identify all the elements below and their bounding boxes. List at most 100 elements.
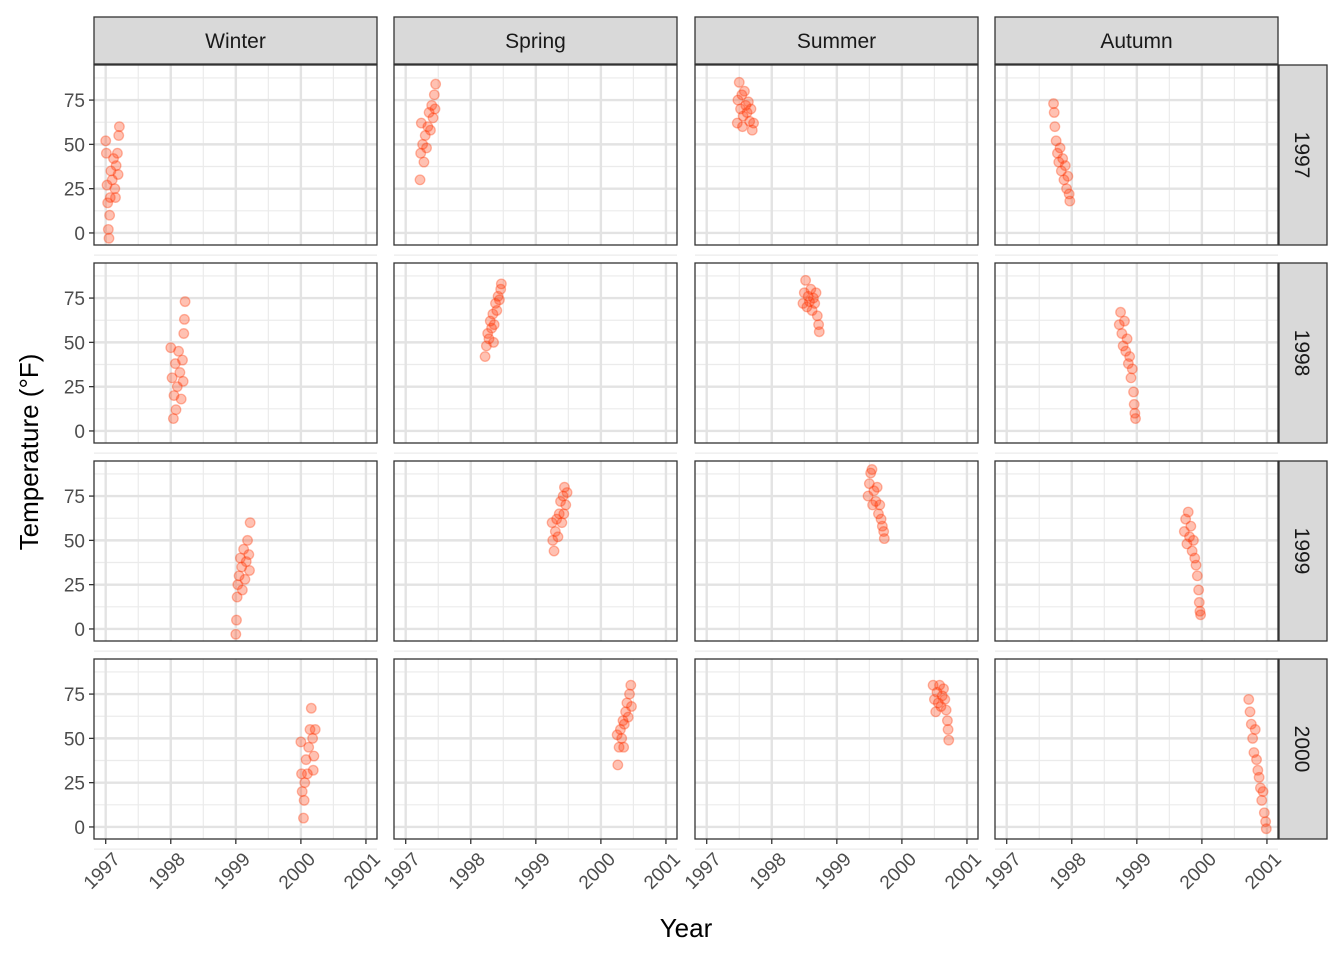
facet-panel-summer-2000: 1997 1998 1999 2000 2001: [681, 658, 986, 894]
data-point: [113, 121, 125, 133]
y-tick-label: 75: [64, 487, 85, 508]
data-point: [939, 693, 951, 705]
data-point: [611, 729, 623, 741]
data-point: [1128, 398, 1140, 410]
panel-border: [694, 460, 979, 642]
data-point: [300, 754, 312, 766]
data-point: [1058, 174, 1070, 186]
x-tick-label: 2001: [941, 849, 986, 894]
data-point: [622, 711, 634, 723]
data-point: [624, 688, 635, 700]
facet-panel-spring-1999: [393, 460, 678, 652]
data-point: [169, 358, 181, 370]
data-point: [863, 478, 875, 490]
data-point: [1252, 764, 1264, 776]
data-point: [744, 115, 756, 127]
data-point: [935, 701, 947, 712]
data-point: [170, 404, 182, 416]
data-point: [1193, 596, 1205, 608]
x-tick-label: 2000: [575, 849, 620, 894]
facet-strip-spring: [393, 16, 678, 65]
data-point: [1260, 823, 1272, 835]
data-point: [233, 570, 245, 582]
data-point: [301, 768, 313, 780]
data-point: [932, 697, 944, 709]
data-point: [168, 390, 180, 401]
data-point: [296, 786, 308, 797]
facet-strip-label: Spring: [505, 30, 566, 53]
data-point: [1054, 142, 1066, 154]
x-tick-label: 1997: [80, 849, 125, 894]
data-point: [866, 464, 878, 475]
data-point: [617, 715, 629, 727]
data-point: [430, 78, 442, 90]
data-point: [801, 301, 813, 313]
data-point: [1184, 531, 1195, 543]
facet-panel-spring-2000: 1997 1998 1999 2000 2001: [380, 658, 685, 894]
data-point: [810, 287, 822, 299]
x-tick-label: 1998: [145, 849, 190, 894]
data-point: [865, 467, 877, 479]
facet-strip-label: 1998: [1290, 330, 1313, 377]
data-point: [738, 85, 750, 97]
data-point: [1182, 506, 1194, 518]
data-point: [547, 534, 559, 546]
data-point: [1129, 407, 1141, 419]
data-point: [1187, 534, 1199, 546]
data-point: [178, 328, 190, 339]
data-point: [243, 549, 255, 560]
panel-border: [93, 262, 378, 444]
data-point: [731, 117, 743, 129]
data-point: [556, 517, 568, 529]
data-point: [741, 107, 753, 118]
data-point: [1195, 609, 1207, 621]
data-point: [1185, 520, 1197, 532]
data-point: [1194, 605, 1206, 617]
data-point: [486, 322, 498, 334]
facet-strip-summer: [694, 16, 979, 65]
data-point: [1256, 794, 1268, 806]
data-point: [110, 192, 121, 203]
y-tick-label: 0: [74, 224, 85, 245]
data-point: [1059, 160, 1071, 172]
facet-strip-1997: [1278, 64, 1328, 246]
data-point: [244, 517, 256, 529]
data-point: [100, 147, 112, 159]
data-point: [616, 732, 628, 744]
data-point: [873, 508, 884, 520]
y-tick-label: 25: [64, 774, 85, 795]
data-point: [1055, 165, 1067, 177]
data-point: [936, 690, 948, 702]
data-point: [112, 169, 124, 180]
data-point: [491, 305, 503, 316]
data-point: [427, 112, 439, 124]
data-point: [938, 683, 949, 695]
data-point: [175, 393, 187, 405]
data-point: [558, 508, 570, 520]
data-point: [1124, 351, 1136, 362]
data-point: [874, 499, 886, 511]
data-point: [424, 124, 436, 136]
data-point: [548, 545, 560, 557]
data-point: [299, 777, 311, 789]
data-point: [308, 750, 320, 762]
data-point: [742, 96, 754, 108]
y-tick-label: 50: [64, 729, 85, 750]
facet-strip-label: 1999: [1290, 528, 1313, 575]
facet-panel-spring-1998: [393, 262, 678, 454]
data-point: [111, 147, 123, 159]
data-point: [480, 340, 492, 352]
data-point: [1181, 538, 1193, 550]
data-point: [232, 579, 244, 591]
y-tick-label: 0: [74, 422, 85, 443]
data-point: [941, 715, 953, 727]
data-point: [1053, 156, 1065, 168]
panel-border: [694, 64, 979, 246]
data-point: [1126, 363, 1138, 375]
panel-border: [994, 262, 1279, 444]
data-point: [240, 556, 252, 568]
facet-strip-autumn: [994, 16, 1279, 65]
facet-panel-summer-1999: [694, 460, 979, 652]
data-point: [1062, 170, 1074, 182]
data-point: [1260, 816, 1272, 828]
